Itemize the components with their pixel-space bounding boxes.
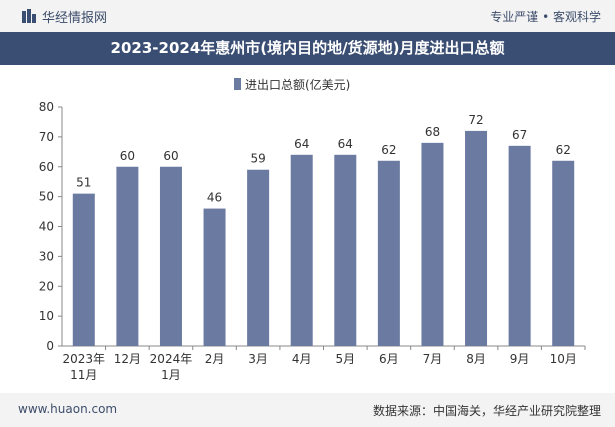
legend: 进出口总额(亿美元) [234, 77, 350, 92]
bar [159, 166, 182, 346]
site-url: www.huaon.com [18, 402, 118, 416]
y-tick-label: 50 [39, 190, 54, 204]
brand-name: 华经情报网 [42, 11, 108, 26]
bar [203, 208, 226, 346]
bar [334, 154, 357, 346]
y-tick-label: 60 [39, 160, 54, 174]
y-tick-label: 20 [39, 279, 54, 293]
data-label: 68 [425, 125, 440, 139]
data-label: 64 [338, 137, 353, 151]
data-label: 60 [163, 149, 178, 163]
x-tick-label: 8月 [466, 352, 486, 366]
bar [377, 160, 400, 346]
title-bar: 2023-2024年惠州市(境内目的地/货源地)月度进出口总额 [0, 32, 615, 65]
data-label: 72 [468, 113, 483, 127]
y-tick-label: 70 [39, 130, 54, 144]
bar [290, 154, 313, 346]
y-tick-label: 10 [39, 309, 54, 323]
top-bar: 华经情报网 专业严谨 • 客观科学 [0, 0, 615, 32]
x-tick-label: 6月 [379, 352, 399, 366]
x-tick-label: 10月 [550, 352, 577, 366]
data-label: 60 [120, 149, 135, 163]
x-tick-label: 5月 [335, 352, 355, 366]
y-tick-label: 40 [39, 220, 54, 234]
x-tick-label: 7月 [423, 352, 443, 366]
bar [508, 145, 531, 346]
data-label: 51 [76, 176, 91, 190]
data-label: 67 [512, 128, 527, 142]
y-tick-label: 30 [39, 249, 54, 263]
data-label: 46 [207, 191, 222, 205]
bar [116, 166, 139, 346]
x-tick-label: 12月 [114, 352, 141, 366]
legend-swatch [234, 78, 241, 90]
tagline: 专业严谨 • 客观科学 [490, 10, 601, 24]
bar [247, 169, 270, 346]
legend-label: 进出口总额(亿美元) [245, 77, 350, 92]
bar [465, 130, 488, 346]
bar-chart: 进出口总额(亿美元) 0 10 20 30 40 50 60 70 80 51 2023年 11月 60 1… [39, 77, 586, 382]
footer-bar: www.huaon.com 数据来源：中国海关，华经产业研究院整理 [0, 393, 615, 427]
x-tick-label: 2023年 11月 [63, 352, 106, 382]
data-label: 64 [294, 137, 309, 151]
data-label: 62 [556, 143, 571, 157]
bar [552, 160, 575, 346]
y-tick-label: 0 [46, 339, 54, 353]
x-tick-label: 3月 [248, 352, 268, 366]
x-tick-label: 9月 [510, 352, 530, 366]
x-tick-label: 4月 [292, 352, 312, 366]
x-tick-label: 2月 [205, 352, 225, 366]
data-source: 数据来源：中国海关，华经产业研究院整理 [372, 404, 601, 418]
bar-logo-icon [22, 9, 36, 23]
chart-title: 2023-2024年惠州市(境内目的地/货源地)月度进出口总额 [110, 39, 505, 57]
y-tick-label: 80 [39, 100, 54, 114]
data-label: 59 [250, 152, 265, 166]
x-tick-label: 2024年 1月 [150, 352, 193, 382]
bar [421, 142, 444, 346]
bar [72, 193, 95, 346]
data-label: 62 [381, 143, 396, 157]
